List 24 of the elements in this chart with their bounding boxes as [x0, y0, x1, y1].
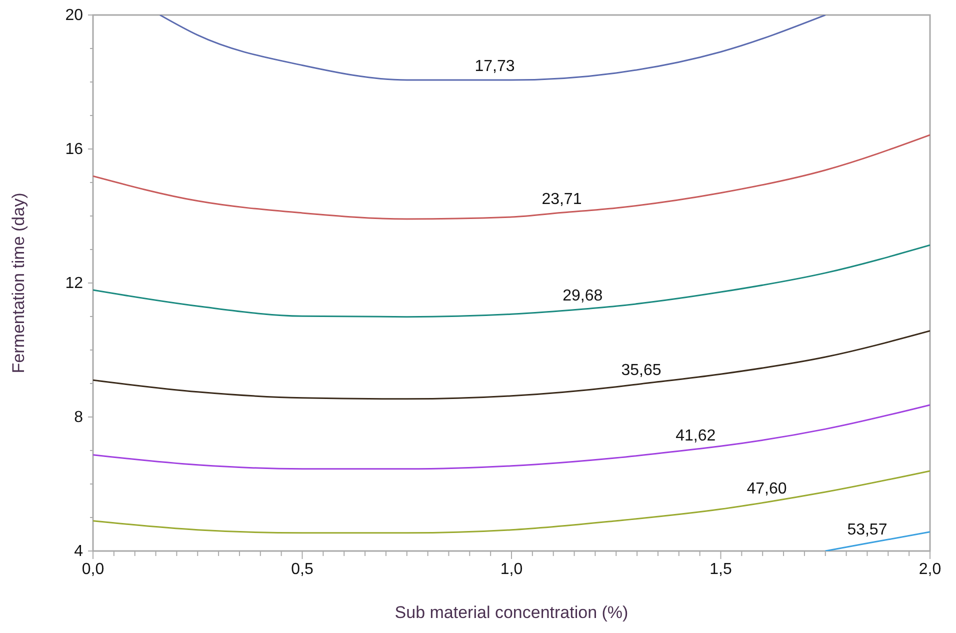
- y-tick-label: 4: [74, 543, 84, 560]
- line-series: [159, 15, 826, 81]
- annotation: 47,60: [746, 480, 787, 498]
- line-series: [93, 404, 930, 470]
- y-tick-label: 16: [65, 141, 84, 158]
- x-axis-title: Sub material concentration (%): [394, 603, 628, 622]
- y-tick-label: 12: [65, 275, 84, 292]
- y-tick-label: 8: [74, 409, 84, 426]
- y-axis-title: Fermentation time (day): [9, 192, 28, 374]
- annotation: 29,68: [562, 287, 603, 304]
- x-tick-label: 0,0: [82, 561, 104, 578]
- line-series: [93, 134, 930, 220]
- line-series: [93, 244, 930, 318]
- annotation: 53,57: [847, 522, 888, 539]
- annotation: 35,65: [621, 362, 662, 380]
- x-tick-label: 0,5: [291, 561, 314, 578]
- x-tick-label: 1,5: [710, 561, 732, 578]
- annotation: 17,73: [474, 58, 515, 76]
- x-tick-label: 1,0: [500, 561, 523, 578]
- y-tick-label: 20: [65, 7, 84, 24]
- x-tick-label: 2,0: [918, 561, 942, 578]
- annotation: 23,71: [542, 190, 582, 208]
- annotation: 41,62: [676, 427, 716, 444]
- line-series: [93, 330, 930, 400]
